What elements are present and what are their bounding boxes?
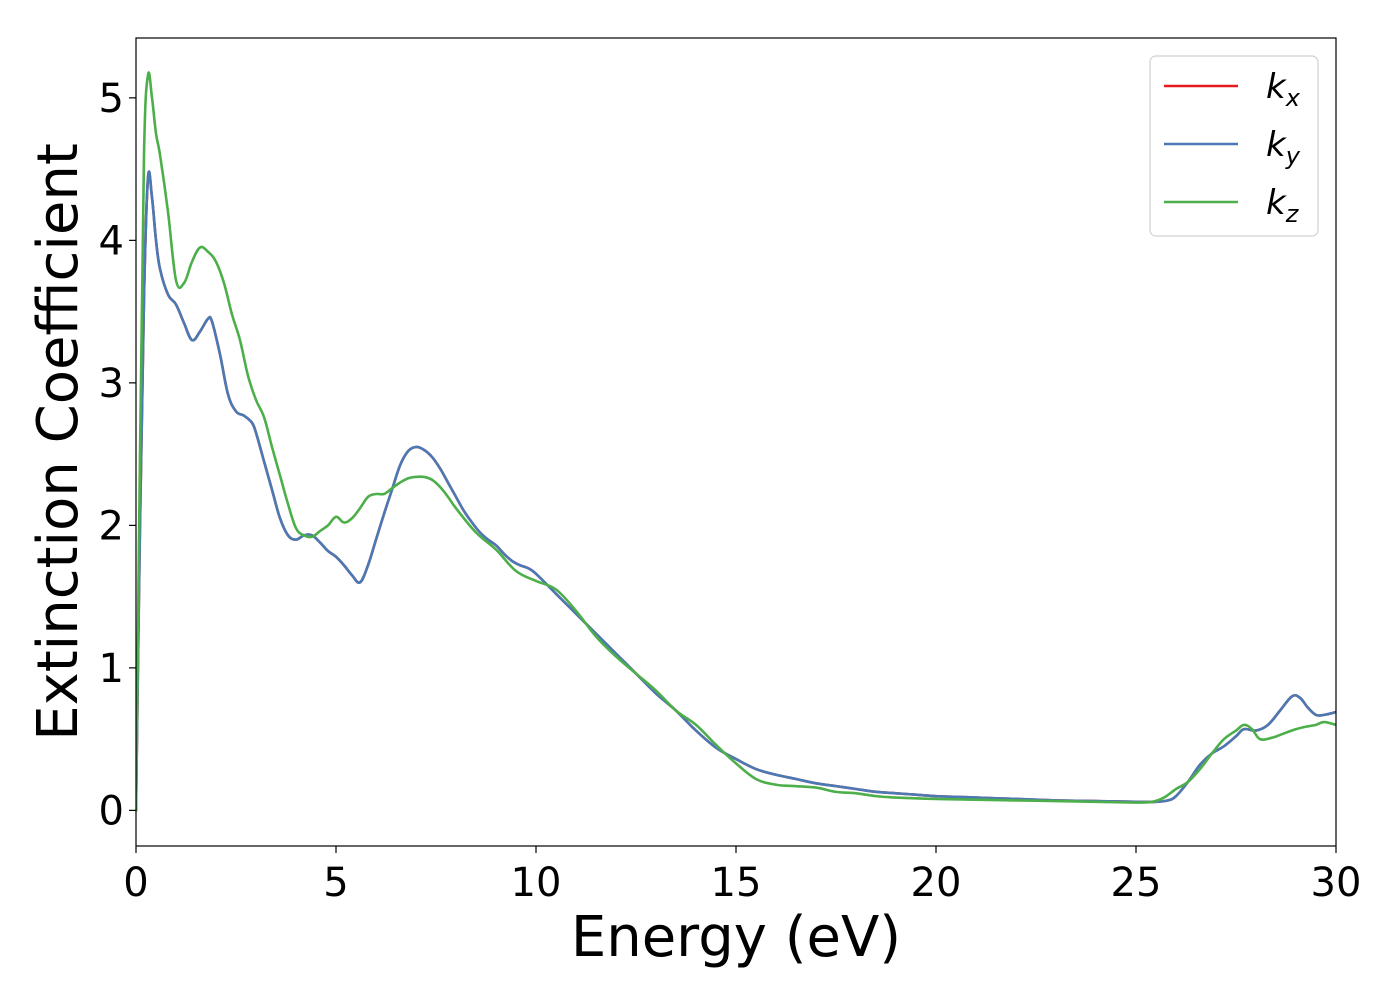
x-tick-label: 15: [711, 860, 762, 906]
x-tick-label: 30: [1311, 860, 1362, 906]
x-tick-label: 25: [1111, 860, 1162, 906]
y-axis-label: Extinction Coefficient: [26, 143, 91, 741]
x-tick-label: 0: [123, 860, 148, 906]
y-tick-label: 5: [99, 76, 124, 122]
y-tick-label: 2: [99, 503, 124, 549]
legend: kx ky kz: [1149, 55, 1319, 237]
series-line-ky: [136, 170, 1336, 812]
legend-label-ky: ky: [1266, 125, 1301, 170]
y-tick-label: 4: [99, 218, 124, 264]
legend-label-kz: kz: [1266, 183, 1300, 228]
series-line-kz: [136, 71, 1336, 812]
y-axis-ticks: 0 1 2 3 4 5: [99, 76, 136, 834]
y-tick-label: 0: [99, 788, 124, 834]
y-tick-label: 1: [99, 646, 124, 692]
x-axis-label: Energy (eV): [571, 905, 901, 970]
y-tick-label: 3: [99, 361, 124, 407]
x-tick-label: 5: [323, 860, 348, 906]
x-axis-ticks: 0 5 10 15 20 25 30: [123, 846, 1361, 906]
x-tick-label: 10: [511, 860, 562, 906]
legend-label-kx: kx: [1266, 67, 1301, 112]
legend-box: [1149, 55, 1319, 237]
x-tick-label: 20: [911, 860, 962, 906]
series-layer: [136, 71, 1336, 812]
